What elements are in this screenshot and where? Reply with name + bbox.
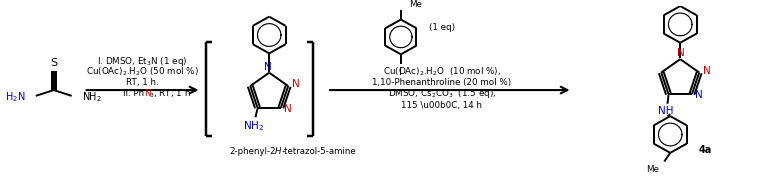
Text: I. DMSO, Et$_3$N (1 eq): I. DMSO, Et$_3$N (1 eq) xyxy=(98,55,187,68)
Text: I: I xyxy=(399,67,402,77)
Text: 2-phenyl-2: 2-phenyl-2 xyxy=(230,147,276,156)
Text: 4a: 4a xyxy=(698,145,711,155)
Text: DMSO, Cs$_2$CO$_3$  (1.5 eq),: DMSO, Cs$_2$CO$_3$ (1.5 eq), xyxy=(388,87,496,100)
Text: N: N xyxy=(677,48,685,58)
Text: H$_2$N: H$_2$N xyxy=(5,90,26,104)
Text: Me: Me xyxy=(409,0,422,9)
Text: 115 \u00b0C, 14 h: 115 \u00b0C, 14 h xyxy=(402,101,482,110)
Text: N: N xyxy=(695,90,703,100)
Text: N: N xyxy=(264,62,272,72)
Text: N: N xyxy=(703,66,711,76)
Text: 1,10-Phenanthroline (20 mol %): 1,10-Phenanthroline (20 mol %) xyxy=(372,78,511,87)
Text: NH$_2$: NH$_2$ xyxy=(243,119,264,133)
Text: N: N xyxy=(293,79,300,89)
Text: N: N xyxy=(144,89,151,98)
Text: Me: Me xyxy=(646,165,659,174)
Text: (1 eq): (1 eq) xyxy=(429,23,455,32)
Text: Cu(OAc)$_2$.H$_2$O (50 mol %): Cu(OAc)$_2$.H$_2$O (50 mol %) xyxy=(86,65,199,78)
Text: II. Ph: II. Ph xyxy=(123,89,144,98)
Text: N: N xyxy=(284,104,292,114)
Text: NH$_2$: NH$_2$ xyxy=(81,90,101,104)
Text: $_3$, RT, 1 h: $_3$, RT, 1 h xyxy=(150,88,191,100)
Text: S: S xyxy=(50,58,58,68)
Text: -tetrazol-5-amine: -tetrazol-5-amine xyxy=(281,147,356,156)
Text: NH: NH xyxy=(657,107,674,116)
Text: RT, 1 h.: RT, 1 h. xyxy=(126,78,159,87)
Text: Cu(OAc)$_2$.H$_2$O  (10 mol %),: Cu(OAc)$_2$.H$_2$O (10 mol %), xyxy=(382,65,501,78)
Text: H: H xyxy=(275,147,282,156)
